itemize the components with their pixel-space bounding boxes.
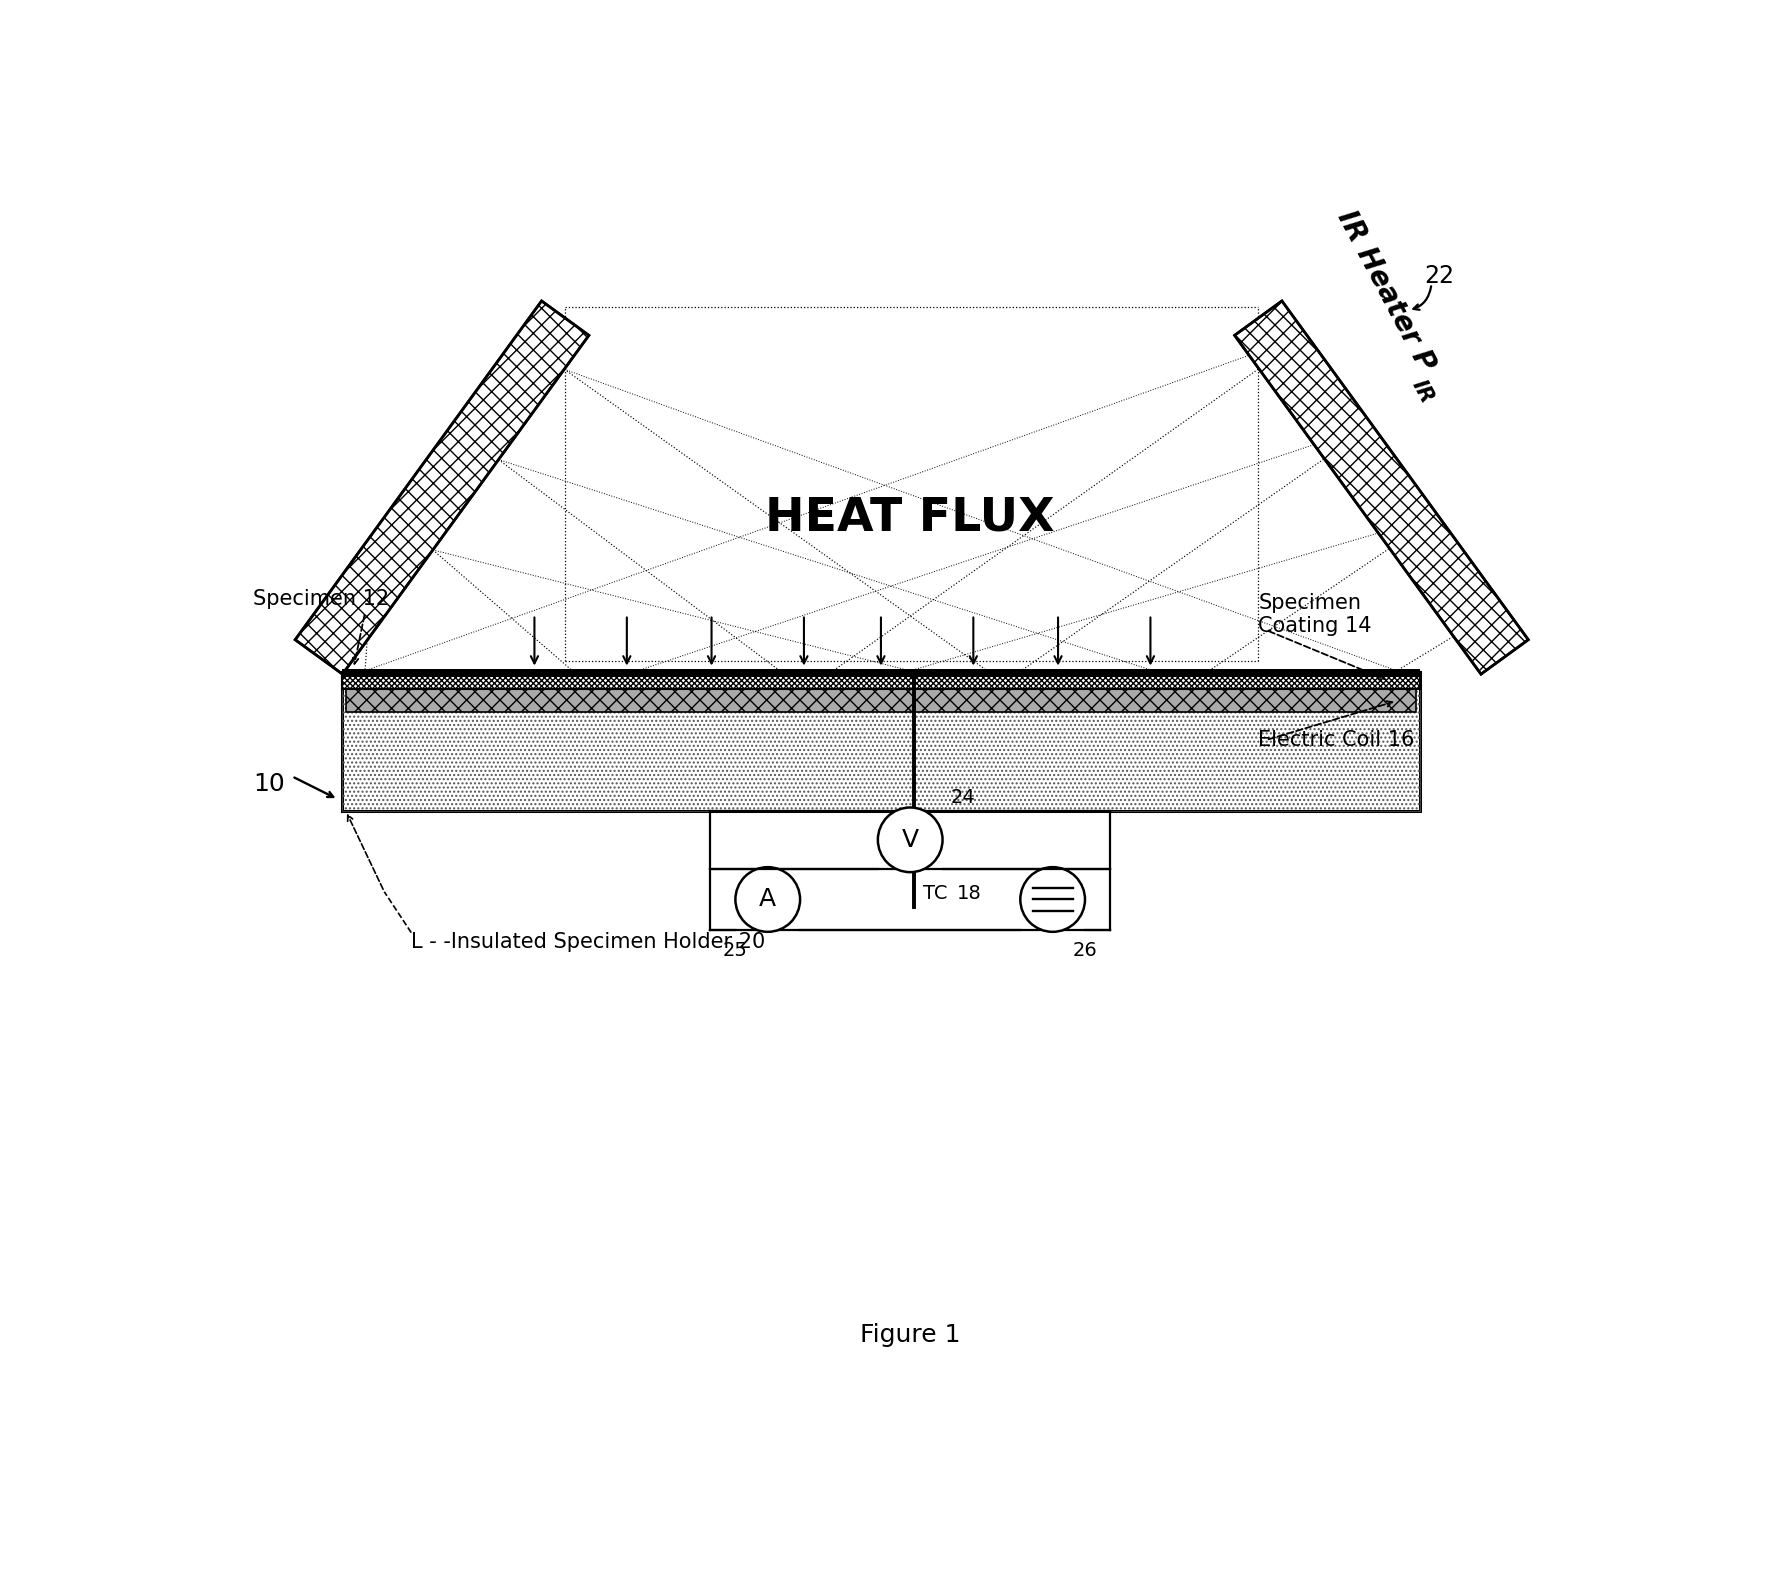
Bar (346, 690, 1415, 712)
Text: Electric Coil 16: Electric Coil 16 (1257, 730, 1415, 750)
Polygon shape (1234, 301, 1529, 674)
Polygon shape (295, 301, 590, 674)
Text: L - -Insulated Specimen Holder 20: L - -Insulated Specimen Holder 20 (412, 933, 765, 952)
Text: TC: TC (924, 883, 948, 902)
Text: IR: IR (1408, 376, 1437, 406)
Text: 22: 22 (1424, 263, 1455, 287)
Text: V: V (902, 828, 918, 852)
Text: HEAT FLUX: HEAT FLUX (765, 496, 1055, 541)
Text: 26: 26 (1073, 940, 1098, 960)
Text: Figure 1: Figure 1 (860, 1323, 961, 1347)
Text: 10: 10 (252, 772, 284, 796)
Circle shape (877, 807, 943, 872)
Text: 24: 24 (950, 788, 975, 807)
Text: A: A (758, 888, 776, 912)
Bar (343, 672, 1421, 810)
Bar (343, 669, 1421, 677)
Circle shape (1019, 868, 1085, 933)
Circle shape (735, 868, 801, 933)
Bar (343, 672, 1421, 810)
Text: Specimen
Coating 14: Specimen Coating 14 (1257, 593, 1371, 636)
Text: 25: 25 (723, 940, 748, 960)
Text: 18: 18 (957, 883, 980, 902)
Text: Specimen 12: Specimen 12 (254, 588, 389, 609)
Bar (343, 672, 1421, 690)
Text: IR Heater P: IR Heater P (1332, 206, 1440, 376)
